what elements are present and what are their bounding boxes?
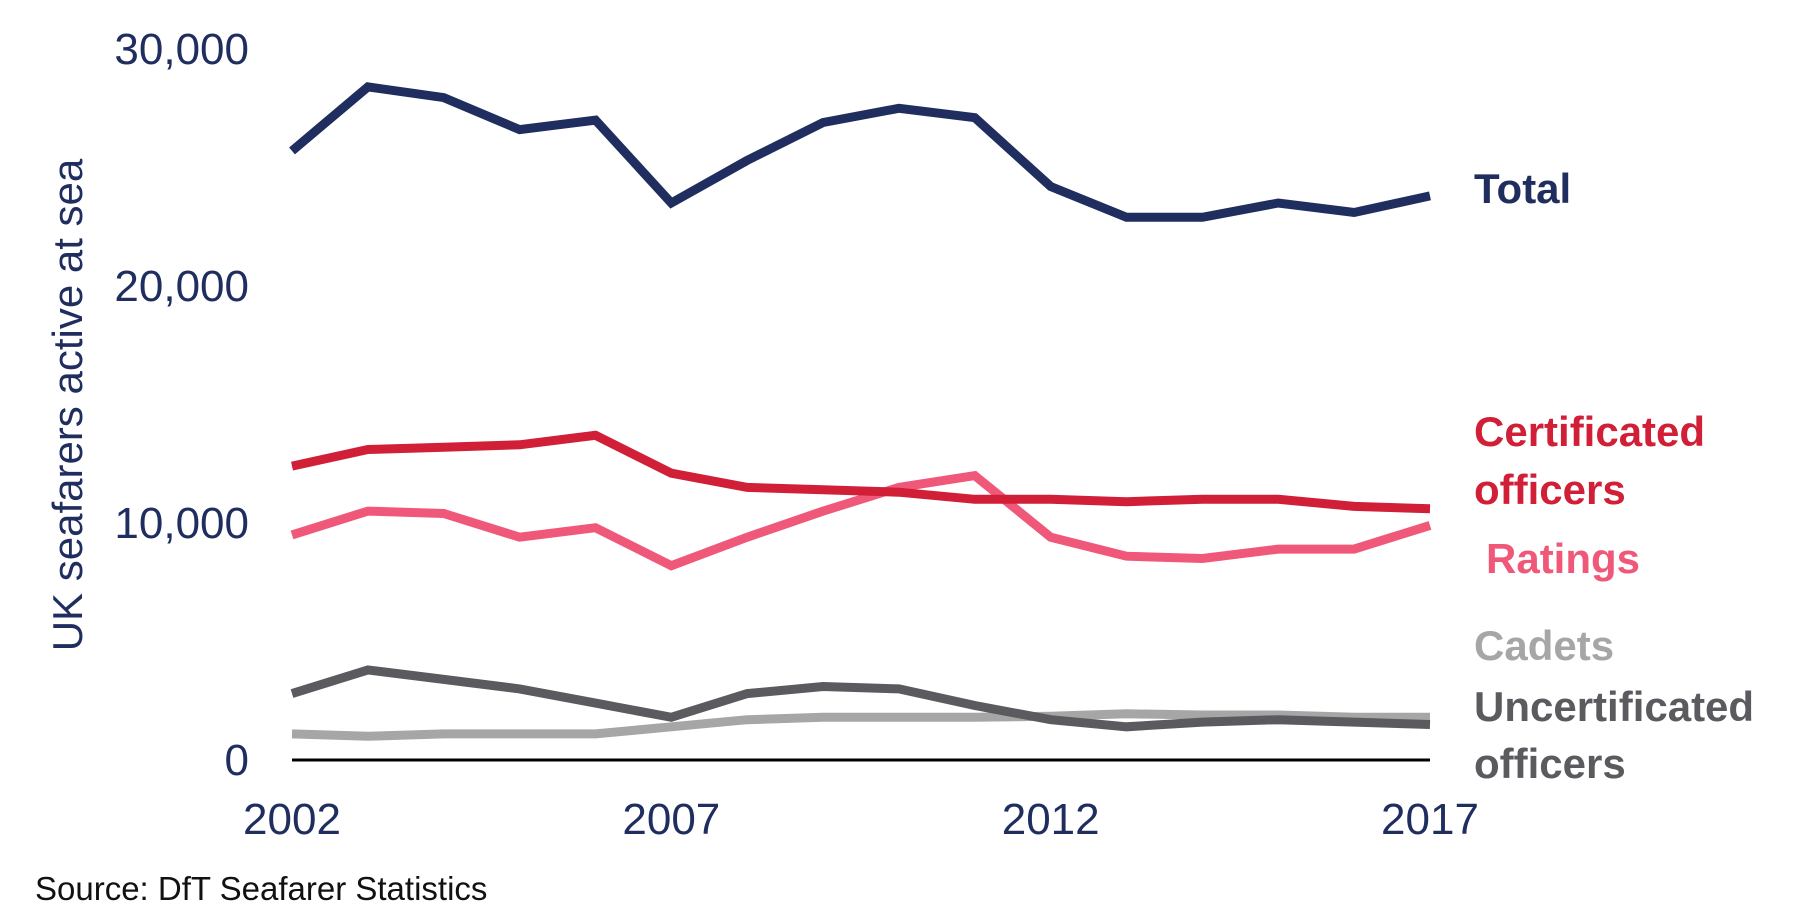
x-tick-label: 2002 [243,795,341,844]
series-label: Uncertificated [1474,683,1754,730]
y-axis-title: UK seafarers active at sea [44,158,91,651]
series-label: Cadets [1474,622,1614,669]
series-label: officers [1474,740,1626,787]
series-line-certificated-officers [291,430,1431,514]
y-tick-label: 10,000 [114,499,249,548]
series-line-cadets [291,709,1430,741]
source-note: Source: DfT Seafarer Statistics [35,870,487,907]
series-label: officers [1474,466,1626,513]
x-tick-label: 2012 [1002,795,1100,844]
series-label: Certificated [1474,408,1705,455]
series-line-ratings [290,470,1432,571]
y-tick-label: 20,000 [114,262,249,311]
series-label: Total [1474,165,1571,212]
x-tick-label: 2007 [622,795,720,844]
series-line-total [289,82,1431,222]
y-tick-label: 30,000 [114,25,249,74]
series-line-uncertificated-officers [290,665,1431,732]
y-tick-label: 0 [225,736,249,785]
x-tick-label: 2017 [1381,795,1479,844]
series-label: Ratings [1486,535,1640,582]
